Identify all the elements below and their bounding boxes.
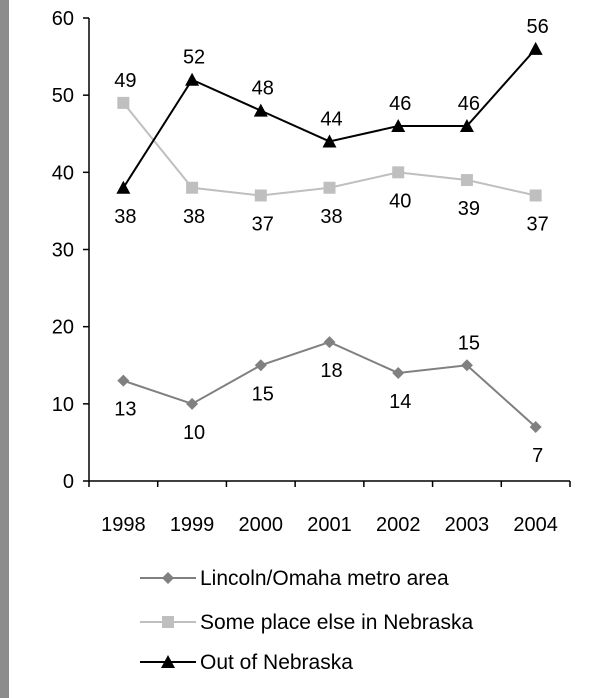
legend-item-1: Some place else in Nebraska	[140, 611, 473, 634]
series-2: 38 52 48 44 46 46 56	[114, 16, 549, 228]
data-point	[253, 103, 268, 117]
series-line	[123, 341, 537, 428]
data-label: 14	[389, 391, 411, 413]
data-point	[460, 174, 473, 187]
frame-border	[0, 0, 9, 698]
data-label: 46	[389, 93, 411, 115]
y-tick-label: 0	[63, 471, 74, 493]
data-label: 7	[532, 445, 543, 467]
data-label: 13	[114, 399, 136, 421]
data-point	[186, 181, 199, 194]
legend-item-2: Out of Nebraska	[140, 651, 353, 674]
x-tick-label: 1998	[101, 514, 146, 536]
data-label: 38	[114, 206, 136, 228]
data-label: 44	[320, 108, 342, 130]
data-point	[117, 374, 130, 387]
x-tick-label: 2000	[239, 514, 284, 536]
data-label: 37	[252, 213, 274, 235]
y-tick-label: 30	[52, 240, 74, 262]
data-point	[254, 189, 267, 202]
data-label: 15	[252, 383, 274, 405]
data-label: 40	[389, 190, 411, 212]
x-tick-label: 2002	[376, 514, 421, 536]
y-tick-label: 20	[52, 317, 74, 339]
data-label: 49	[114, 70, 136, 92]
x-tick-label: 2001	[307, 514, 352, 536]
data-label: 18	[320, 360, 342, 382]
data-label: 38	[320, 206, 342, 228]
y-tick-label: 10	[52, 394, 74, 416]
data-label: 56	[527, 16, 549, 38]
data-point	[322, 134, 337, 148]
data-label: 46	[458, 93, 480, 115]
y-tick-label: 50	[52, 85, 74, 107]
x-tick-label: 2003	[445, 514, 490, 536]
data-point	[323, 336, 336, 349]
legend-label: Lincoln/Omaha metro area	[200, 567, 449, 590]
data-point	[392, 366, 405, 379]
data-point	[392, 166, 405, 179]
data-label: 38	[183, 206, 205, 228]
data-point	[186, 397, 199, 410]
legend-item-0: Lincoln/Omaha metro area	[140, 567, 449, 590]
data-point	[391, 119, 406, 133]
legend-label: Out of Nebraska	[200, 651, 353, 674]
data-label: 39	[458, 198, 480, 220]
data-label: 37	[527, 213, 549, 235]
data-point	[529, 189, 542, 202]
x-tick-label: 1999	[170, 514, 215, 536]
y-tick-label: 60	[52, 8, 74, 30]
legend-label: Some place else in Nebraska	[200, 611, 473, 634]
series-0: 13 10 15 18 14 15 7	[114, 332, 543, 467]
data-point	[323, 181, 336, 194]
data-label: 15	[458, 332, 480, 354]
data-point	[116, 180, 131, 194]
legend-marker	[161, 655, 175, 668]
data-label: 52	[183, 47, 205, 69]
series-1: 49 38 37 38 40 39 37	[114, 70, 549, 236]
legend: Lincoln/Omaha metro area Some place else …	[140, 567, 473, 674]
data-point	[460, 359, 473, 372]
y-tick-label: 40	[52, 162, 74, 184]
data-label: 10	[183, 422, 205, 444]
data-point	[459, 119, 474, 133]
data-point	[528, 41, 543, 55]
data-point	[117, 96, 130, 109]
data-label: 48	[252, 78, 274, 100]
axes: 0 10 20 30 40 50 60 1998 1999 2000 2001 2002 2003 200…	[52, 8, 571, 536]
series-layer: 49 38 37 38 40 39 37 13 10 15 18 14 15 7 38 52 48 44 46 46 5…	[114, 16, 549, 467]
data-point	[529, 420, 542, 433]
data-point	[254, 359, 267, 372]
legend-marker	[162, 616, 174, 628]
legend-marker	[162, 572, 174, 584]
x-tick-label: 2004	[513, 514, 558, 536]
data-point	[185, 72, 200, 86]
